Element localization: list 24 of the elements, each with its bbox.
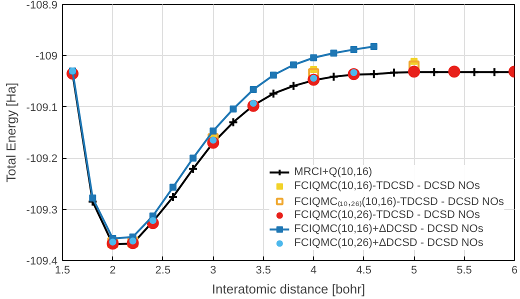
legend-label: FCIQMC(10,26)+ΔDCSD - DCSD NOs	[294, 236, 484, 250]
y-tick-label: -109.1	[26, 102, 58, 114]
legend-label: FCIQMC(10,26)-TDCSD - DCSD NOs	[294, 208, 480, 222]
y-tick-label: -109.2	[26, 153, 58, 166]
legend-label: FCIQMC(10,16)+ΔDCSD - DCSD NOs	[294, 222, 484, 236]
legend-label: MRCI+Q(10,16)	[294, 165, 372, 179]
x-axis-title: Interatomic distance [bohr]	[212, 282, 366, 296]
y-axis-title: Total Energy [Ha]	[3, 82, 18, 182]
legend-label: FCIQMC(10,16)-TDCSD - DCSD NOs	[294, 179, 480, 193]
y-tick-label: -109.3	[26, 204, 58, 216]
y-tick-label: -109.4	[26, 256, 58, 268]
legend-label: FCIQMC₍₁₀,₂₆₎(10,16)-TDCSD - DCSD NOs	[294, 195, 504, 208]
y-tick-label: -109	[35, 50, 58, 63]
x-tick-label: 4	[310, 264, 317, 276]
x-tick-label: 1.5	[54, 264, 70, 276]
x-tick-label: 3	[210, 264, 216, 276]
x-tick-label: 2.5	[155, 264, 171, 276]
x-tick-label: 5.5	[456, 264, 472, 276]
x-tick-label: 6	[511, 264, 518, 276]
y-tick-label: -108.9	[26, 0, 58, 12]
x-tick-label: 2	[110, 264, 116, 276]
x-tick-label: 3.5	[256, 264, 272, 276]
x-tick-label: 4.5	[356, 264, 372, 276]
x-tick-label: 5	[410, 264, 418, 276]
